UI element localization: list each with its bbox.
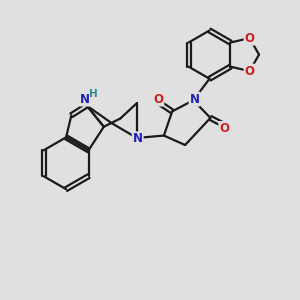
Text: O: O <box>219 122 229 135</box>
Text: H: H <box>89 89 98 99</box>
Text: O: O <box>244 64 255 78</box>
Text: N: N <box>133 132 143 145</box>
Text: O: O <box>244 32 255 45</box>
Text: O: O <box>153 93 163 106</box>
Text: N: N <box>190 93 200 106</box>
Text: N: N <box>80 93 90 106</box>
